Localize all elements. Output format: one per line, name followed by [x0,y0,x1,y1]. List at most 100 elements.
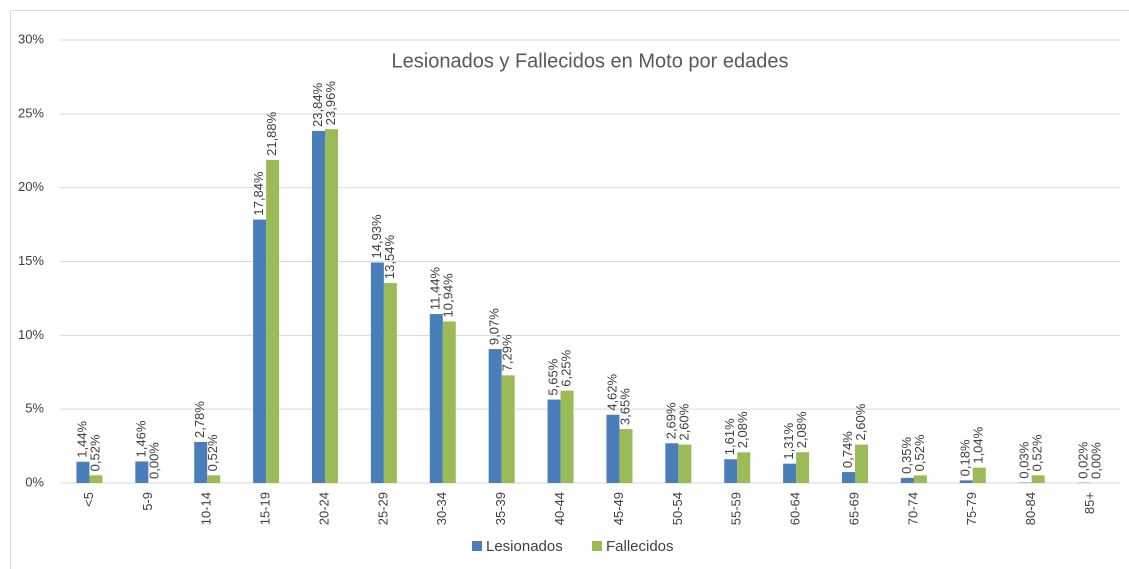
bar [1031,475,1045,483]
bar [560,390,574,483]
value-label: 0,52% [87,434,102,471]
bar [488,349,502,483]
x-tick-label: 60-64 [788,492,803,525]
y-tick-label: 5% [25,401,44,416]
value-label: 2,08% [735,411,750,448]
value-label: 0,52% [1030,434,1045,471]
value-label: 4,62% [604,373,619,410]
value-label: 5,65% [545,358,560,395]
value-label: 0,00% [1088,442,1103,479]
bar [135,461,149,483]
value-label: 7,29% [500,334,515,371]
value-label: 21,88% [264,111,279,156]
x-tick-label: 20-24 [316,492,331,525]
bar [842,472,855,483]
bar [796,452,810,483]
bar [253,219,267,483]
y-tick-label: 25% [18,105,44,120]
value-label: 2,78% [192,401,207,438]
bar [370,262,384,483]
bar [959,480,973,483]
bar [855,444,868,483]
value-label: 14,93% [369,214,384,259]
x-tick-label: 50-54 [670,492,685,525]
value-label: 0,03% [1017,441,1032,478]
x-tick-label: 10-14 [199,492,214,525]
bar [89,475,103,483]
value-label: 9,07% [487,308,502,345]
bar [678,444,692,483]
value-label: 1,31% [781,422,796,459]
bar [737,452,751,483]
value-label: 2,60% [676,403,691,440]
x-tick-label: 25-29 [375,492,390,525]
bar [913,475,927,483]
value-label: 23,84% [310,82,325,127]
legend-label: Fallecidos [606,538,674,555]
x-tick-label: 75-79 [964,492,979,525]
value-label: 13,54% [382,235,397,280]
bar [442,321,456,483]
value-label: 0,18% [958,439,973,476]
value-label: 0,52% [912,434,927,471]
value-label: 0,02% [1075,441,1090,478]
x-tick-label: 5-9 [140,492,155,511]
value-label: 23,96% [323,81,338,126]
value-label: 0,00% [146,442,161,479]
bar [547,399,561,483]
y-tick-label: 15% [18,253,44,268]
x-tick-label: 55-59 [729,492,744,525]
bar [606,414,620,483]
bar [325,129,338,483]
value-label: 0,35% [899,437,914,474]
bar [266,159,280,483]
bar [312,130,325,484]
bar [724,459,738,483]
value-label: 0,52% [205,434,220,471]
bar [76,461,90,483]
value-label: 6,25% [558,349,573,386]
bar [194,441,208,483]
bar [900,477,914,483]
value-label: 2,69% [663,402,678,439]
bar [501,375,515,483]
value-label: 10,94% [441,273,456,318]
x-tick-label: 35-39 [493,492,508,525]
legend-swatch [472,541,482,551]
value-label: 2,08% [794,411,809,448]
bar [619,429,633,483]
bar [783,463,797,483]
x-tick-label: 85+ [1082,492,1097,514]
bar [665,443,679,483]
x-tick-label: 15-19 [258,492,273,525]
legend-label: Lesionados [486,538,563,555]
legend-swatch [592,541,602,551]
x-tick-label: 45-49 [611,492,626,525]
x-tick-label: 70-74 [905,492,920,525]
value-label: 1,46% [133,420,148,457]
value-label: 1,04% [971,426,986,463]
chart-title: Lesionados y Fallecidos en Moto por edad… [392,50,789,72]
x-tick-label: <5 [81,492,96,507]
x-tick-label: 80-84 [1023,492,1038,525]
y-tick-label: 30% [18,31,44,46]
y-tick-label: 10% [18,327,44,342]
value-label: 1,61% [722,418,737,455]
x-tick-label: 30-34 [434,492,449,525]
value-label: 3,65% [617,388,632,425]
x-tick-label: 65-69 [846,492,861,525]
value-label: 1,44% [74,420,89,457]
bar [972,467,986,483]
bar [383,283,397,483]
bar [429,314,443,483]
value-label: 2,60% [853,403,868,440]
bar [207,475,221,483]
chart-border [10,10,1129,569]
value-label: 17,84% [251,171,266,216]
value-label: 11,44% [428,267,443,311]
y-tick-label: 20% [18,179,44,194]
y-tick-label: 0% [25,474,44,489]
value-label: 0,74% [840,431,855,468]
